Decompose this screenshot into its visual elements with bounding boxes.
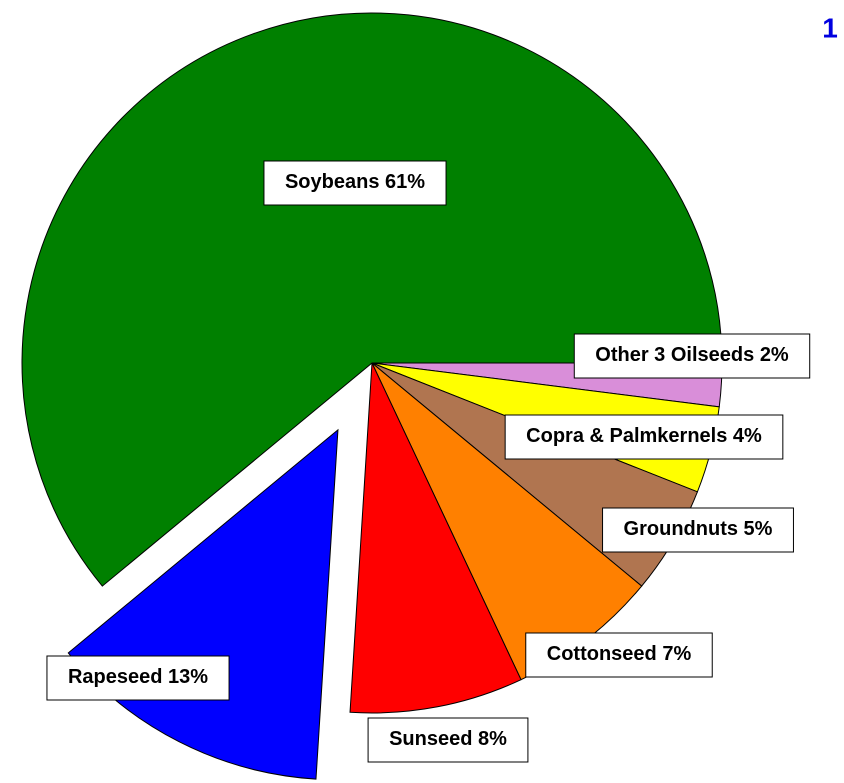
slice-label: Copra & Palmkernels 4% xyxy=(504,414,784,460)
slice-label: Rapeseed 13% xyxy=(46,655,230,701)
page-number: 1 xyxy=(822,12,838,43)
label-text: Rapeseed 13% xyxy=(68,666,208,688)
category-name: Cottonseed xyxy=(547,643,657,665)
label-text: Copra & Palmkernels 4% xyxy=(526,425,762,447)
category-name: Other 3 Oilseeds xyxy=(595,344,754,366)
slice-label: Groundnuts 5% xyxy=(602,507,794,553)
category-name: Rapeseed xyxy=(68,666,163,688)
pie-slice xyxy=(349,362,522,714)
label-text: Other 3 Oilseeds 2% xyxy=(595,344,789,366)
value-label: 61% xyxy=(385,171,425,193)
label-box xyxy=(263,160,447,206)
slice-label: Cottonseed 7% xyxy=(525,632,713,678)
label-text: Soybeans 61% xyxy=(285,171,425,193)
slice-label: Other 3 Oilseeds 2% xyxy=(573,333,811,379)
label-box xyxy=(367,717,529,763)
label-box xyxy=(46,655,230,701)
value-label: 5% xyxy=(744,518,773,540)
pie-slice xyxy=(21,12,723,587)
label-text: Sunseed 8% xyxy=(389,728,507,750)
value-label: 7% xyxy=(662,643,691,665)
label-text: Groundnuts 5% xyxy=(624,518,773,540)
value-label: 4% xyxy=(733,425,762,447)
label-text: Cottonseed 7% xyxy=(547,643,692,665)
slice-label: Sunseed 8% xyxy=(367,717,529,763)
value-label: 2% xyxy=(760,344,789,366)
value-label: 13% xyxy=(168,666,208,688)
label-box xyxy=(602,507,794,553)
category-name: Sunseed xyxy=(389,728,472,750)
label-box xyxy=(573,333,811,379)
category-name: Soybeans xyxy=(285,171,379,193)
value-label: 8% xyxy=(478,728,507,750)
label-box xyxy=(504,414,784,460)
label-box xyxy=(525,632,713,678)
category-name: Copra & Palmkernels xyxy=(526,425,727,447)
slice-label: Soybeans 61% xyxy=(263,160,447,206)
category-name: Groundnuts xyxy=(624,518,738,540)
